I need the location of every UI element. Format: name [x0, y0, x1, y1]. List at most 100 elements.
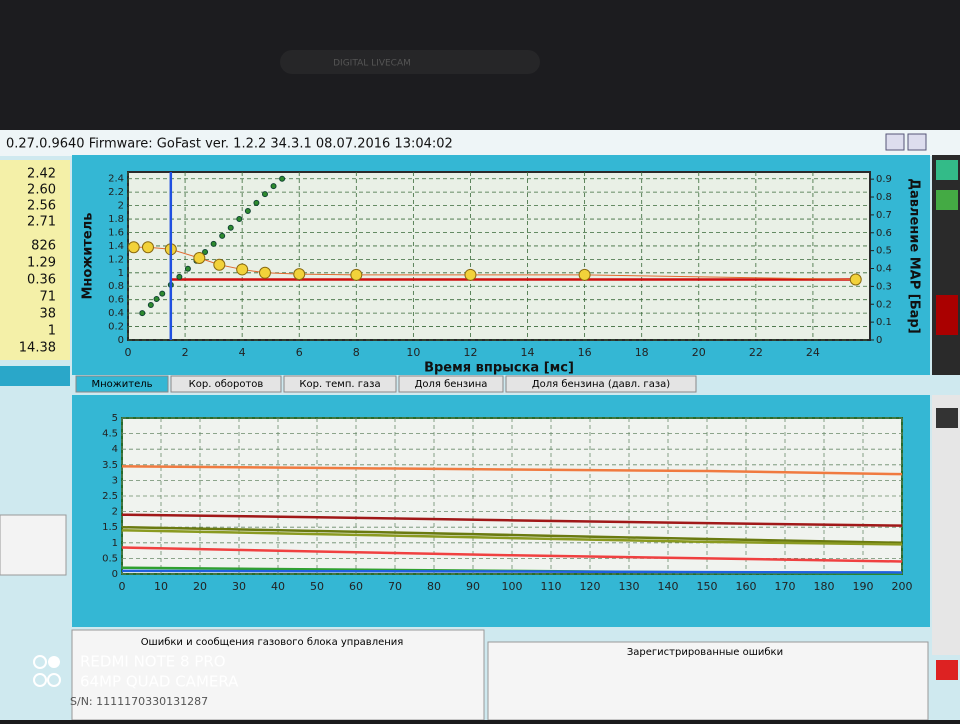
y2-tick-label: 0 — [876, 335, 882, 346]
y-tick-label: 1.8 — [108, 214, 124, 225]
tab-label[interactable]: Доля бензина (давл. газа) — [532, 379, 670, 390]
left-value: 2.56 — [27, 199, 56, 214]
tab[interactable] — [283, 375, 397, 393]
watermark: REDMI NOTE 8 PRO — [80, 653, 226, 671]
errors-label: Зарегистрированные ошибки — [627, 647, 783, 658]
y-tick-label: 0 — [118, 335, 124, 346]
y2-tick-label: 0.9 — [876, 174, 892, 185]
series-marker — [236, 263, 249, 276]
y2-tick-label: 0.6 — [876, 228, 892, 239]
minimize-button[interactable] — [885, 133, 905, 151]
y2-tick-label: 0.8 — [876, 192, 892, 203]
y-tick-label: 1 — [118, 268, 124, 279]
serial: S/N: 1111170330131287 — [70, 695, 208, 708]
watermark-logo — [33, 655, 47, 669]
y-tick-label: 1.4 — [108, 241, 124, 252]
left-value: 826 — [31, 239, 56, 254]
series-marker — [279, 175, 286, 182]
series-marker — [261, 191, 268, 198]
y-tick-label: 2 — [112, 507, 118, 518]
y-tick-label: 0.5 — [102, 553, 118, 564]
y2-tick-label: 0.3 — [876, 281, 892, 292]
series-marker — [193, 252, 206, 265]
maximize-button[interactable] — [907, 133, 927, 151]
left-values-panel — [0, 160, 70, 360]
x-tick-label: 4 — [239, 346, 246, 359]
left-value: 2.42 — [27, 167, 56, 182]
x-tick-label: 90 — [466, 580, 480, 593]
x-tick-label: 6 — [296, 346, 303, 359]
tabs: Множитель Кор. оборотов Кор. темп. газа Дол… — [75, 375, 697, 393]
x-tick-label: 80 — [427, 580, 441, 593]
tab-label[interactable]: Доля бензина — [415, 379, 488, 390]
series-marker — [293, 268, 306, 281]
series-marker — [202, 248, 209, 255]
y-tick-label: 1.2 — [108, 254, 124, 265]
bezel-label: DIGITAL LIVECAM — [333, 59, 411, 69]
tab[interactable] — [398, 375, 504, 393]
y-tick-label: 0 — [112, 569, 118, 580]
messages-label: Ошибки и сообщения газового блока управл… — [141, 637, 404, 648]
window-title: 0.27.0.9640 Firmware: GoFast ver. 1.2.2 … — [6, 137, 453, 152]
x-tick-label: 130 — [619, 580, 640, 593]
x-tick-label: 14 — [521, 346, 535, 359]
y-tick-label: 0.8 — [108, 281, 124, 292]
tab[interactable] — [170, 375, 282, 393]
series-line — [121, 465, 903, 476]
y2-tick-label: 0.2 — [876, 299, 892, 310]
x-tick-label: 10 — [154, 580, 168, 593]
right-toolbar-bottom — [932, 395, 960, 655]
y-tick-label: 4 — [112, 444, 118, 455]
tool-button[interactable] — [936, 295, 958, 335]
left-value: 38 — [39, 307, 56, 322]
y-tick-label: 1 — [112, 538, 118, 549]
tab[interactable] — [75, 375, 169, 393]
left-value: 71 — [39, 290, 56, 305]
y-tick-label: 0.4 — [108, 308, 124, 319]
series-line — [121, 529, 903, 546]
y-tick-label: 4.5 — [102, 429, 118, 440]
series-marker — [141, 241, 154, 254]
y-tick-label: 3.5 — [102, 460, 118, 471]
series-line — [121, 569, 903, 574]
y-tick-label: 3 — [112, 475, 118, 486]
series-marker — [270, 183, 277, 190]
tool-button[interactable] — [936, 660, 958, 680]
series-marker — [578, 268, 591, 281]
tab-label[interactable]: Кор. темп. газа — [299, 379, 380, 390]
y-tick-label: 2.2 — [108, 187, 124, 198]
series-line — [121, 546, 903, 563]
x-tick-label: 0 — [119, 580, 126, 593]
x-tick-label: 12 — [463, 346, 477, 359]
left-list — [0, 514, 67, 576]
x-tick-label: 120 — [580, 580, 601, 593]
series-marker — [153, 296, 160, 303]
y2-tick-label: 0.7 — [876, 210, 892, 221]
x-tick-label: 200 — [892, 580, 913, 593]
y2-tick-label: 0.5 — [876, 246, 892, 257]
tool-button[interactable] — [936, 408, 958, 428]
x-tick-label: 50 — [310, 580, 324, 593]
x-tick-label: 180 — [814, 580, 835, 593]
watermark: 64MP QUAD CAMERA — [80, 673, 239, 691]
tab-label[interactable]: Кор. оборотов — [189, 379, 264, 390]
y-tick-label: 1.6 — [108, 227, 124, 238]
series-marker — [159, 290, 166, 297]
x-tick-label: 8 — [353, 346, 360, 359]
series-marker — [127, 241, 140, 254]
series-marker — [147, 302, 154, 309]
tool-button[interactable] — [936, 190, 958, 210]
left-value: 14.38 — [19, 341, 56, 356]
y-axis-label: Множитель — [81, 213, 96, 300]
x-tick-label: 20 — [692, 346, 706, 359]
tab-label[interactable]: Множитель — [91, 379, 152, 390]
y-tick-label: 5 — [112, 413, 118, 424]
tab[interactable] — [505, 375, 697, 393]
y-tick-label: 2.5 — [102, 491, 118, 502]
y2-axis-label: Давление MAP [Бар] — [907, 178, 922, 333]
x-tick-label: 18 — [635, 346, 649, 359]
series-marker — [219, 232, 226, 239]
x-tick-label: 40 — [271, 580, 285, 593]
tool-button[interactable] — [936, 160, 958, 180]
